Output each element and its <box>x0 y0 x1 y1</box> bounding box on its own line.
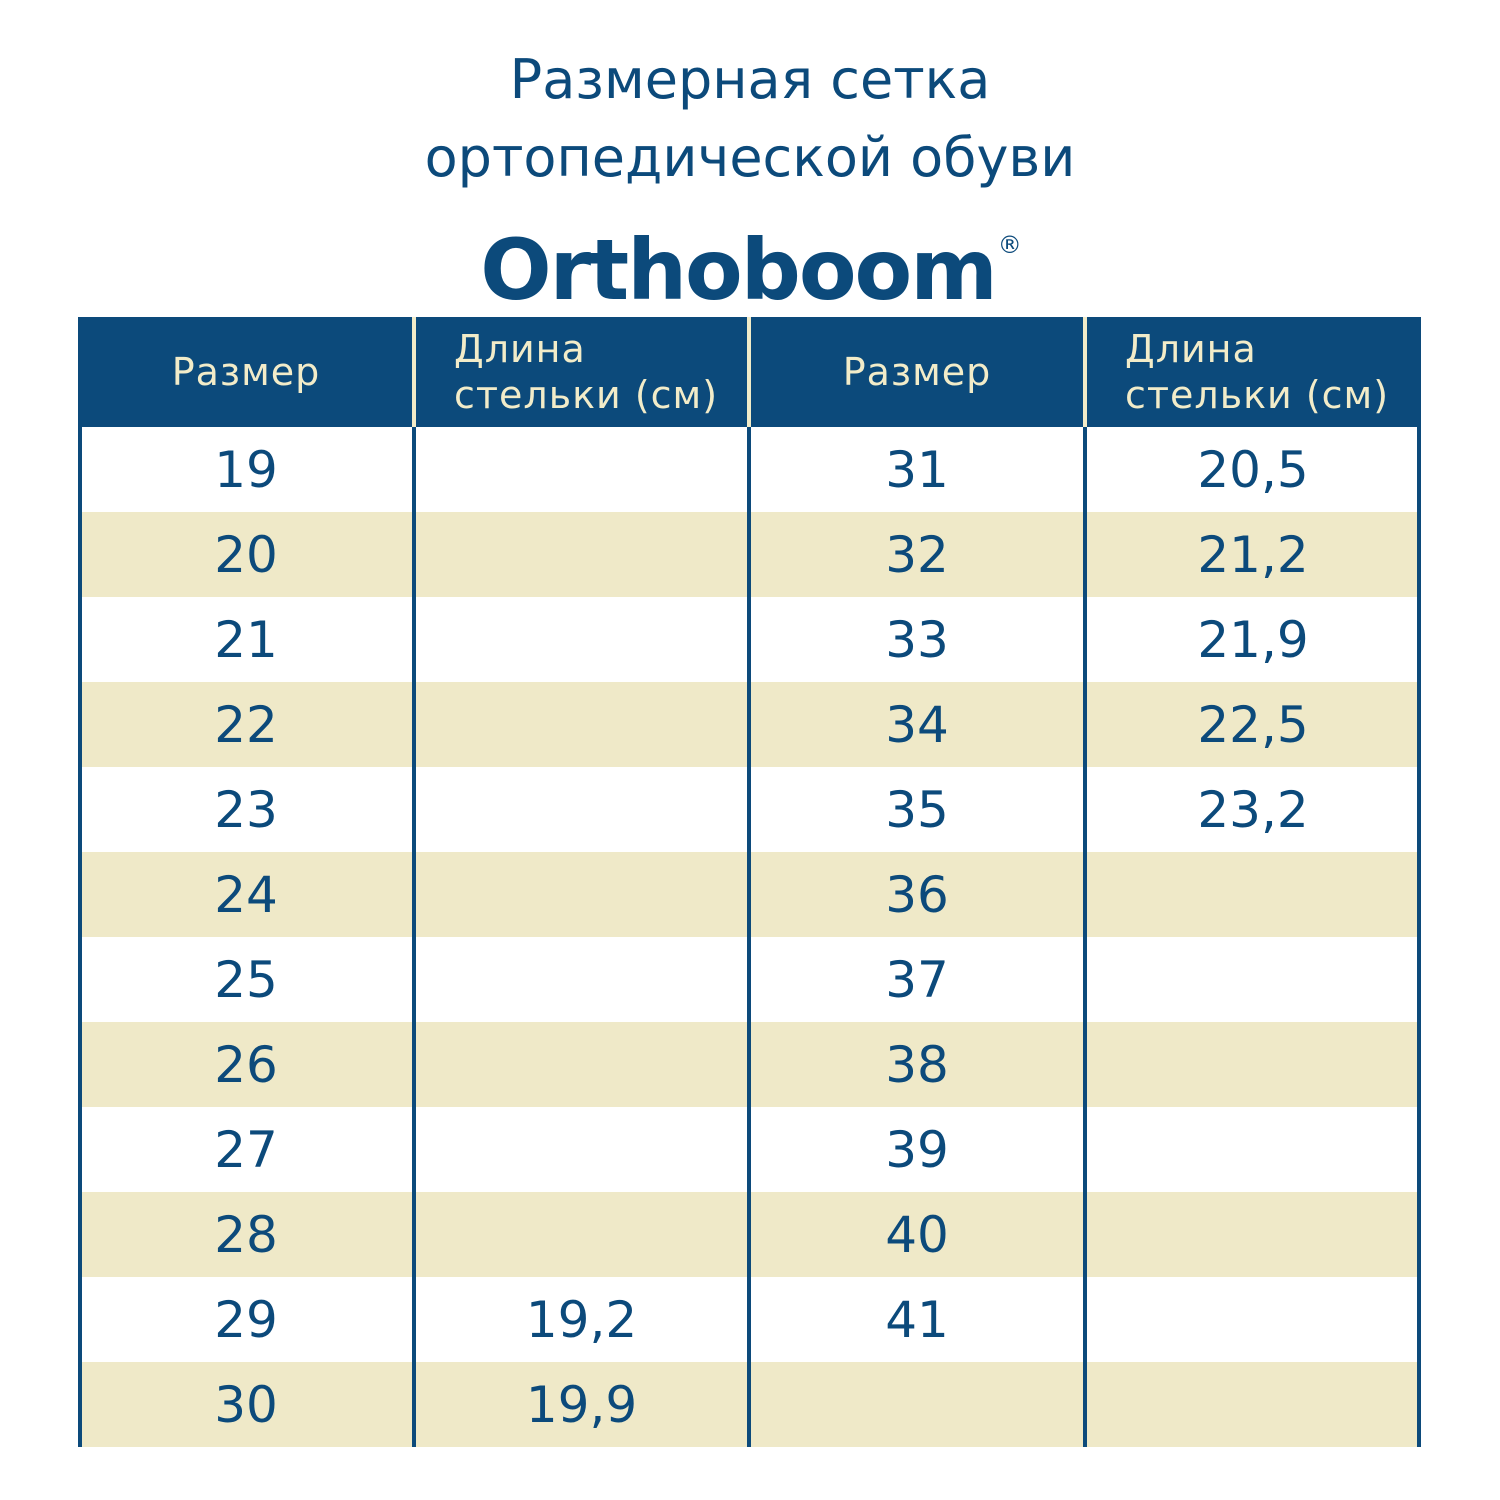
table-cell <box>1085 1107 1421 1192</box>
table-cell: 19,9 <box>525 1375 638 1434</box>
brand-name: Orthoboom <box>480 221 998 319</box>
table-cell: 25 <box>214 950 278 1009</box>
table-cell: 20,5 <box>1197 440 1309 499</box>
table-cell: 34 <box>885 695 949 754</box>
table-cell: 40 <box>885 1205 949 1264</box>
table-cell: 23,2 <box>1197 780 1309 839</box>
table-cell <box>749 1362 1085 1447</box>
table-cell: 27 <box>214 1120 278 1179</box>
column-divider <box>78 427 82 1447</box>
column-divider <box>1083 427 1087 1447</box>
table-cell: 19 <box>214 440 278 499</box>
table-cell: 32 <box>885 525 949 584</box>
table-cell: 21,2 <box>1197 525 1309 584</box>
column-header: Размер <box>749 317 1085 427</box>
header-divider <box>412 317 416 427</box>
table-cell: 20 <box>214 525 278 584</box>
table-cell <box>1085 1022 1421 1107</box>
table-cell: 33 <box>885 610 949 669</box>
header-divider <box>1083 317 1087 427</box>
table-cell: 21 <box>214 610 278 669</box>
brand-mark: ® <box>997 231 1022 259</box>
column-divider <box>1417 427 1421 1447</box>
size-table: Размер Длина стельки (см) Размер Длина стел… <box>78 317 1421 1447</box>
table-cell: 30 <box>214 1375 278 1434</box>
table-cell: 41 <box>885 1290 949 1349</box>
table-cell <box>414 937 749 1022</box>
table-cell <box>414 1022 749 1107</box>
table-cell: 31 <box>885 440 949 499</box>
table-cell <box>414 767 749 852</box>
table-cell: 23 <box>214 780 278 839</box>
table-cell <box>1085 852 1421 937</box>
header-divider <box>747 317 751 427</box>
brand-logo: Orthoboom® <box>0 195 1500 320</box>
table-cell <box>414 1107 749 1192</box>
table-cell: 35 <box>885 780 949 839</box>
table-cell: 21,9 <box>1197 610 1309 669</box>
table-cell: 22,5 <box>1197 695 1309 754</box>
table-cell: 24 <box>214 865 278 924</box>
table-cell: 29 <box>214 1290 278 1349</box>
table-cell: 39 <box>885 1120 949 1179</box>
table-cell <box>414 1192 749 1277</box>
column-divider <box>747 427 751 1447</box>
column-header: Размер <box>78 317 414 427</box>
column-header: Длина стельки (см) <box>414 317 749 427</box>
table-cell <box>414 512 749 597</box>
table-cell: 26 <box>214 1035 278 1094</box>
column-divider <box>412 427 416 1447</box>
table-cell: 37 <box>885 950 949 1009</box>
title-line: ортопедической обуви <box>424 126 1076 189</box>
table-cell <box>414 427 749 512</box>
table-cell <box>1085 1362 1421 1447</box>
table-cell <box>414 597 749 682</box>
table-cell <box>414 852 749 937</box>
table-cell: 19,2 <box>525 1290 638 1349</box>
table-cell: 38 <box>885 1035 949 1094</box>
table-cell <box>1085 937 1421 1022</box>
column-header: Длина стельки (см) <box>1085 317 1421 427</box>
table-cell <box>1085 1192 1421 1277</box>
table-cell: 36 <box>885 865 949 924</box>
table-cell: 22 <box>214 695 278 754</box>
table-cell <box>1085 1277 1421 1362</box>
title-line: Размерная сетка <box>509 48 991 111</box>
table-cell: 28 <box>214 1205 278 1264</box>
table-cell <box>414 682 749 767</box>
